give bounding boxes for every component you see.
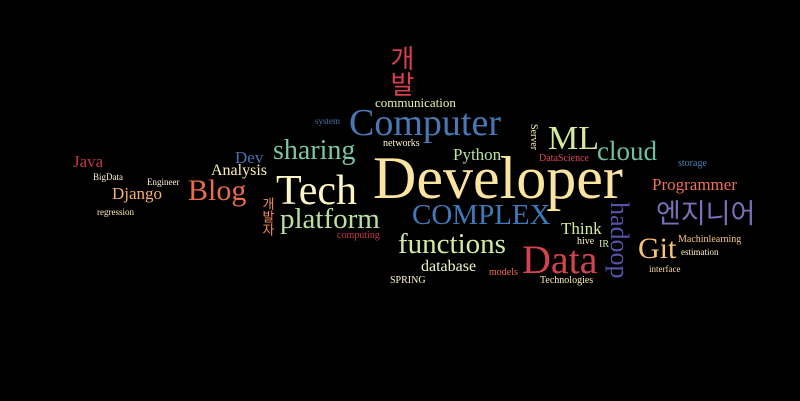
word-interface: interface	[649, 264, 681, 274]
word-communication: communication	[375, 95, 456, 110]
word-complex: COMPLEX	[412, 199, 551, 231]
word-estimation: estimation	[681, 247, 719, 257]
word-hive: hive	[577, 236, 595, 247]
word-django: Django	[112, 184, 163, 203]
word-regression: regression	[97, 207, 134, 217]
word-machinlearning: Machinlearning	[678, 234, 742, 245]
word-developer: Developer	[373, 145, 623, 211]
word-tech: Tech	[276, 168, 358, 214]
word-bigdata: BigData	[93, 172, 123, 182]
word-computing: computing	[337, 230, 380, 241]
word-java: Java	[73, 152, 104, 171]
word-dev: Dev	[235, 148, 264, 167]
word-ir: IR	[599, 239, 609, 250]
word-developer-kr: 개발자	[259, 197, 274, 236]
word-blog: Blog	[188, 174, 247, 207]
word-database: database	[421, 258, 477, 275]
word-server: Server	[528, 124, 539, 151]
word-technologies: Technologies	[540, 275, 594, 286]
word-git: Git	[638, 232, 677, 265]
word-engineer-kr: 엔지니어	[656, 199, 756, 230]
word-sharing: sharing	[273, 135, 356, 166]
word-programmer: Programmer	[652, 175, 737, 194]
word-system: system	[315, 116, 341, 126]
word-networks: networks	[383, 138, 420, 149]
word-dev-kr: 개발	[385, 45, 415, 97]
word-ml: ML	[548, 120, 599, 157]
word-hadoop: hadoop	[605, 202, 634, 279]
word-models: models	[489, 267, 518, 278]
word-computer: Computer	[349, 102, 501, 144]
word-data: Data	[522, 237, 598, 282]
word-analysis: Analysis	[211, 162, 267, 179]
word-engineer: Engineer	[147, 177, 180, 187]
word-storage: storage	[678, 158, 707, 169]
word-cloud-term: cloud	[597, 136, 657, 166]
word-platform: platform	[280, 203, 380, 235]
word-think: Think	[561, 219, 602, 238]
word-spring: SPRING	[390, 275, 426, 286]
word-functions: functions	[398, 228, 506, 260]
word-datascience: DataScience	[539, 153, 589, 164]
word-python: Python	[453, 145, 502, 164]
